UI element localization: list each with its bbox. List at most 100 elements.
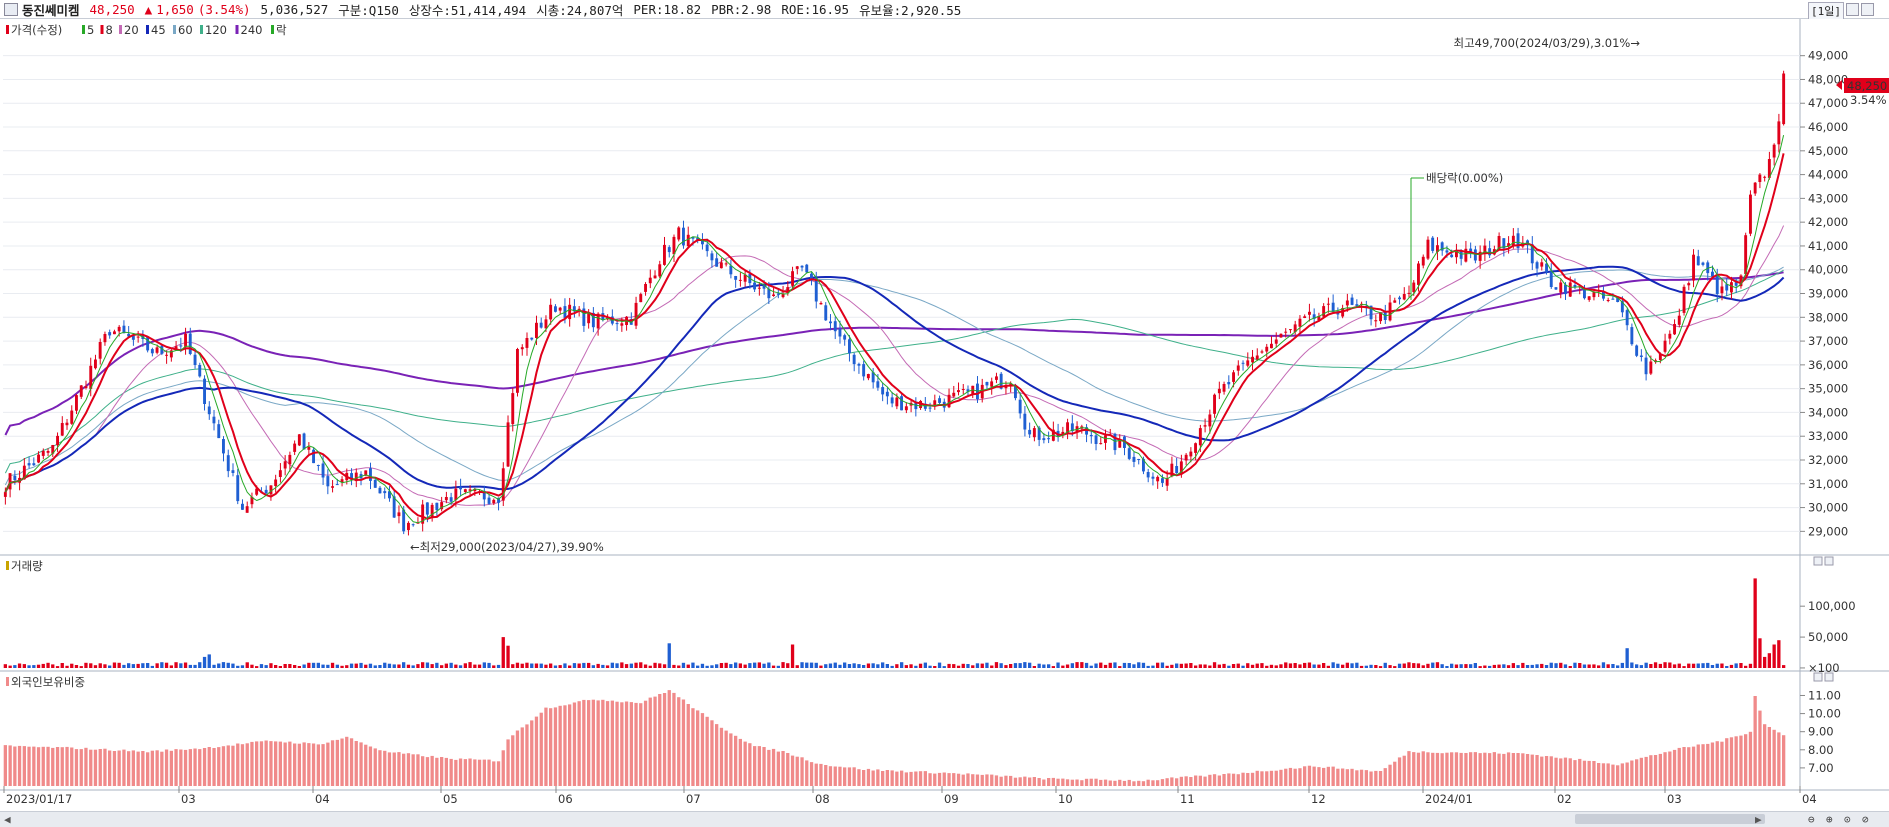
volume-bar	[55, 666, 60, 668]
foreign-ownership-bar	[1459, 752, 1463, 786]
candle-body	[136, 336, 140, 338]
candle	[1094, 433, 1098, 451]
candle-body	[999, 373, 1003, 389]
foreign-ownership-bar	[397, 752, 401, 786]
volume-bar	[1023, 662, 1027, 668]
panel-restore-icon[interactable]	[1813, 672, 1823, 682]
candle-body	[829, 321, 832, 324]
candle	[890, 391, 894, 408]
candle	[558, 306, 562, 315]
zoom-reset-icon[interactable]: ⊙	[1844, 813, 1851, 826]
restore-icon[interactable]	[1846, 3, 1859, 16]
zoom-out-icon[interactable]: ⊖	[1808, 813, 1815, 826]
candle-body	[1032, 428, 1036, 438]
close-icon[interactable]	[1861, 3, 1874, 16]
zoom-fit-icon[interactable]: ⊘	[1862, 813, 1869, 826]
foreign-ownership-bar	[634, 702, 638, 786]
volume-bar	[724, 662, 728, 668]
volume-bar	[914, 665, 918, 668]
candle-body	[482, 490, 486, 500]
volume-bar	[1516, 665, 1520, 668]
volume-bar	[430, 664, 434, 668]
candle-body	[425, 502, 429, 515]
volume-bar	[956, 665, 961, 668]
candle	[440, 496, 444, 512]
ma8-line	[4, 153, 1785, 520]
foreign-ownership-bar	[1374, 770, 1378, 786]
price-tick-label: 31,000	[1808, 477, 1848, 491]
legend-label: 8	[106, 23, 113, 37]
foreign-ownership-bar	[1601, 763, 1606, 786]
candle-body	[1502, 238, 1506, 249]
last-change-label: 3.54%	[1850, 93, 1887, 107]
candle-body	[165, 354, 168, 356]
panel-close-icon[interactable]	[1824, 672, 1834, 682]
volume-bar	[511, 664, 515, 668]
candle-body	[127, 333, 131, 337]
candle-body	[928, 407, 932, 409]
volume-bar	[473, 664, 477, 668]
candle	[791, 266, 794, 290]
candle-body	[278, 470, 282, 477]
volume-bar	[558, 665, 562, 668]
scroll-thumb[interactable]	[1575, 814, 1765, 824]
foreign-ownership-bar	[335, 739, 339, 786]
volume-bar	[1782, 665, 1786, 668]
foreign-ownership-bar	[700, 713, 705, 786]
foreign-ownership-bar	[1132, 781, 1136, 786]
candle	[131, 334, 135, 346]
foreign-ownership-bar	[250, 741, 254, 786]
volume-bar	[966, 664, 970, 668]
candle	[1099, 436, 1103, 445]
volume-bar	[1639, 665, 1643, 668]
volume-bar	[643, 664, 648, 668]
volume-bar	[1341, 664, 1345, 668]
volume-bar	[1597, 665, 1601, 668]
candle	[383, 487, 387, 499]
foreign-ownership-bar	[1212, 774, 1217, 786]
candle-body	[430, 504, 434, 517]
foreign-ownership-bar	[572, 702, 577, 786]
candle	[241, 499, 244, 510]
volume-bar	[79, 666, 83, 668]
candle	[862, 360, 866, 381]
volume-bar	[1549, 662, 1553, 668]
time-scrollbar[interactable]: ◀ ▶ ⊖ ⊕ ⊙ ⊘	[0, 811, 1889, 827]
period-selector[interactable]: [1일]	[1808, 2, 1844, 20]
foreign-ownership-bar	[729, 733, 733, 786]
panel-close-icon[interactable]	[1824, 556, 1834, 566]
foreign-ownership-bar	[1483, 752, 1487, 786]
zoom-in-icon[interactable]: ⊕	[1826, 813, 1833, 826]
panel-restore-icon[interactable]	[1813, 556, 1823, 566]
scroll-right-arrow-icon[interactable]: ▶	[1755, 813, 1762, 826]
foreign-ownership-bar	[1165, 778, 1169, 786]
volume-bar	[615, 663, 619, 668]
foreign-ownership-bar	[605, 701, 610, 786]
foreign-ownership-bar	[41, 746, 45, 786]
candle-body	[525, 338, 529, 348]
foreign-ownership-bar	[1772, 729, 1776, 786]
candle-body	[22, 465, 26, 480]
candle-body	[340, 479, 344, 483]
volume-bar	[786, 663, 790, 668]
foreign-ownership-bar	[743, 741, 747, 786]
volume-bar	[160, 662, 164, 668]
foreign-ownership-bar	[1653, 755, 1658, 786]
chart-settings-icon[interactable]	[4, 3, 18, 16]
candle	[288, 451, 292, 472]
volume-bar	[368, 663, 373, 668]
candle-body	[961, 389, 965, 390]
foreign-ownership-bar	[402, 753, 406, 786]
volume-bar	[416, 664, 420, 668]
volume-bar	[117, 662, 121, 668]
volume-bar	[1336, 663, 1340, 668]
volume-bar	[1374, 665, 1378, 668]
volume-bar	[1521, 662, 1525, 668]
candle	[639, 292, 643, 303]
foreign-ownership-bar	[1099, 779, 1103, 786]
foreign-ownership-bar	[1217, 775, 1221, 786]
stock-name[interactable]: 동진쎄미켐	[22, 2, 80, 18]
volume-bar	[444, 663, 448, 668]
scroll-left-arrow-icon[interactable]: ◀	[4, 813, 11, 826]
